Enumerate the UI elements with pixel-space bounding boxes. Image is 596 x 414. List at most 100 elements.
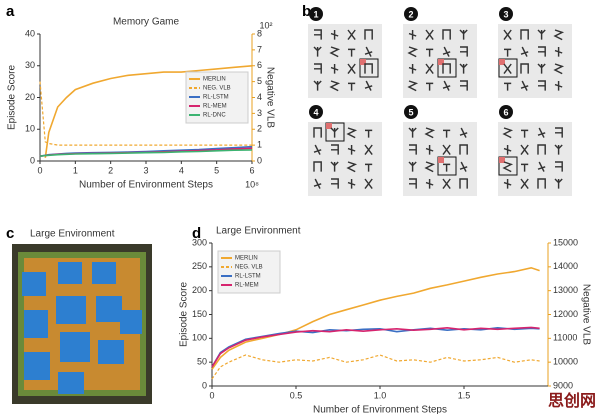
glyph	[459, 63, 468, 74]
highlight-corner	[499, 157, 505, 163]
glyph	[331, 144, 339, 155]
y-axis-label: Episode Score	[179, 282, 190, 347]
y-tick-label: 100	[192, 333, 207, 343]
glyph	[442, 144, 451, 156]
glyph	[460, 80, 468, 91]
glyph	[426, 82, 434, 91]
glyph	[347, 179, 356, 189]
glyph	[503, 145, 512, 155]
panel-title: Large Environment	[30, 229, 115, 240]
highlight-corner	[360, 59, 366, 65]
glyph-grid	[308, 24, 382, 98]
x-tick-label: 0.5	[290, 390, 303, 400]
y2-tick-label: 9000	[553, 380, 573, 390]
glyph	[331, 178, 339, 189]
y2-tick-label: 8	[257, 28, 262, 38]
glyph	[553, 29, 565, 41]
y2-multiplier: 10²	[259, 20, 272, 30]
y-tick-label: 50	[197, 357, 207, 367]
step-badge	[309, 7, 323, 21]
series-line	[211, 354, 540, 380]
glyph	[313, 46, 322, 57]
legend-label: RL-LSTM	[203, 95, 229, 101]
glyph	[502, 161, 514, 173]
x-tick-label: 0	[209, 390, 214, 400]
glyph	[364, 29, 373, 40]
x-tick-label: 3	[143, 165, 148, 175]
y-tick-label: 30	[25, 60, 35, 70]
glyph	[442, 178, 451, 190]
step-number: 5	[408, 107, 413, 117]
glyph	[443, 163, 451, 172]
y2-tick-label: 12000	[553, 309, 578, 319]
glyph	[329, 46, 341, 58]
glyph	[502, 127, 514, 139]
glyph	[424, 127, 436, 139]
panel-label: a	[6, 3, 15, 20]
y2-tick-label: 3	[257, 108, 262, 118]
y-tick-label: 0	[202, 380, 207, 390]
glyph	[520, 178, 529, 190]
glyph	[503, 29, 512, 41]
glyph	[521, 163, 529, 172]
glyph	[364, 144, 373, 156]
glyph	[537, 29, 546, 40]
x-tick-label: 1.0	[374, 390, 387, 400]
y2-tick-label: 0	[257, 155, 262, 165]
highlight	[437, 58, 457, 78]
y2-tick-label: 7	[257, 44, 262, 54]
glyph	[348, 48, 356, 57]
y2-tick-label: 11000	[553, 333, 577, 343]
highlight-corner	[438, 157, 444, 163]
step-badge	[404, 7, 418, 21]
series-line	[44, 65, 253, 158]
glyph	[555, 127, 563, 138]
glyph	[364, 178, 373, 190]
series-line	[211, 266, 540, 370]
glyph	[520, 29, 529, 40]
step-badge	[499, 105, 513, 119]
glyph	[313, 80, 322, 91]
glyph	[520, 63, 529, 74]
step-number: 4	[313, 107, 318, 117]
glyph	[442, 80, 451, 91]
legend-label: NEG. VLB	[203, 86, 231, 92]
glyph	[459, 144, 468, 155]
highlight	[325, 122, 345, 142]
legend-label: RL-MEM	[235, 283, 259, 289]
glyph	[364, 80, 373, 91]
glyph	[314, 63, 322, 74]
glyph	[409, 178, 417, 189]
legend-label: MERLIN	[203, 77, 226, 83]
glyph-grid	[498, 122, 572, 196]
glyph	[314, 29, 322, 40]
glyph	[330, 64, 339, 74]
glyph	[365, 163, 373, 172]
glyph	[442, 63, 451, 74]
glyph	[520, 46, 529, 57]
glyph	[364, 46, 373, 57]
y-tick-label: 300	[192, 237, 207, 247]
maze-image	[12, 244, 152, 404]
glyph	[554, 178, 563, 189]
highlight-corner	[438, 59, 444, 65]
glyph	[537, 127, 546, 138]
glyph	[537, 178, 546, 189]
glyph	[442, 46, 451, 57]
glyph	[460, 46, 468, 57]
y2-tick-label: 6	[257, 60, 262, 70]
glyph	[348, 82, 356, 91]
highlight	[498, 156, 518, 176]
y-tick-label: 250	[192, 261, 207, 271]
step-badge	[499, 7, 513, 21]
chart-title: Large Environment	[216, 226, 301, 237]
glyph	[425, 179, 434, 189]
glyph	[537, 161, 546, 172]
watermark: 思创网	[548, 391, 596, 410]
glyph	[408, 64, 417, 74]
x-tick-label: 5	[214, 165, 219, 175]
panel-label: d	[192, 225, 201, 242]
glyph	[554, 81, 563, 91]
y2-tick-label: 10000	[553, 357, 578, 367]
